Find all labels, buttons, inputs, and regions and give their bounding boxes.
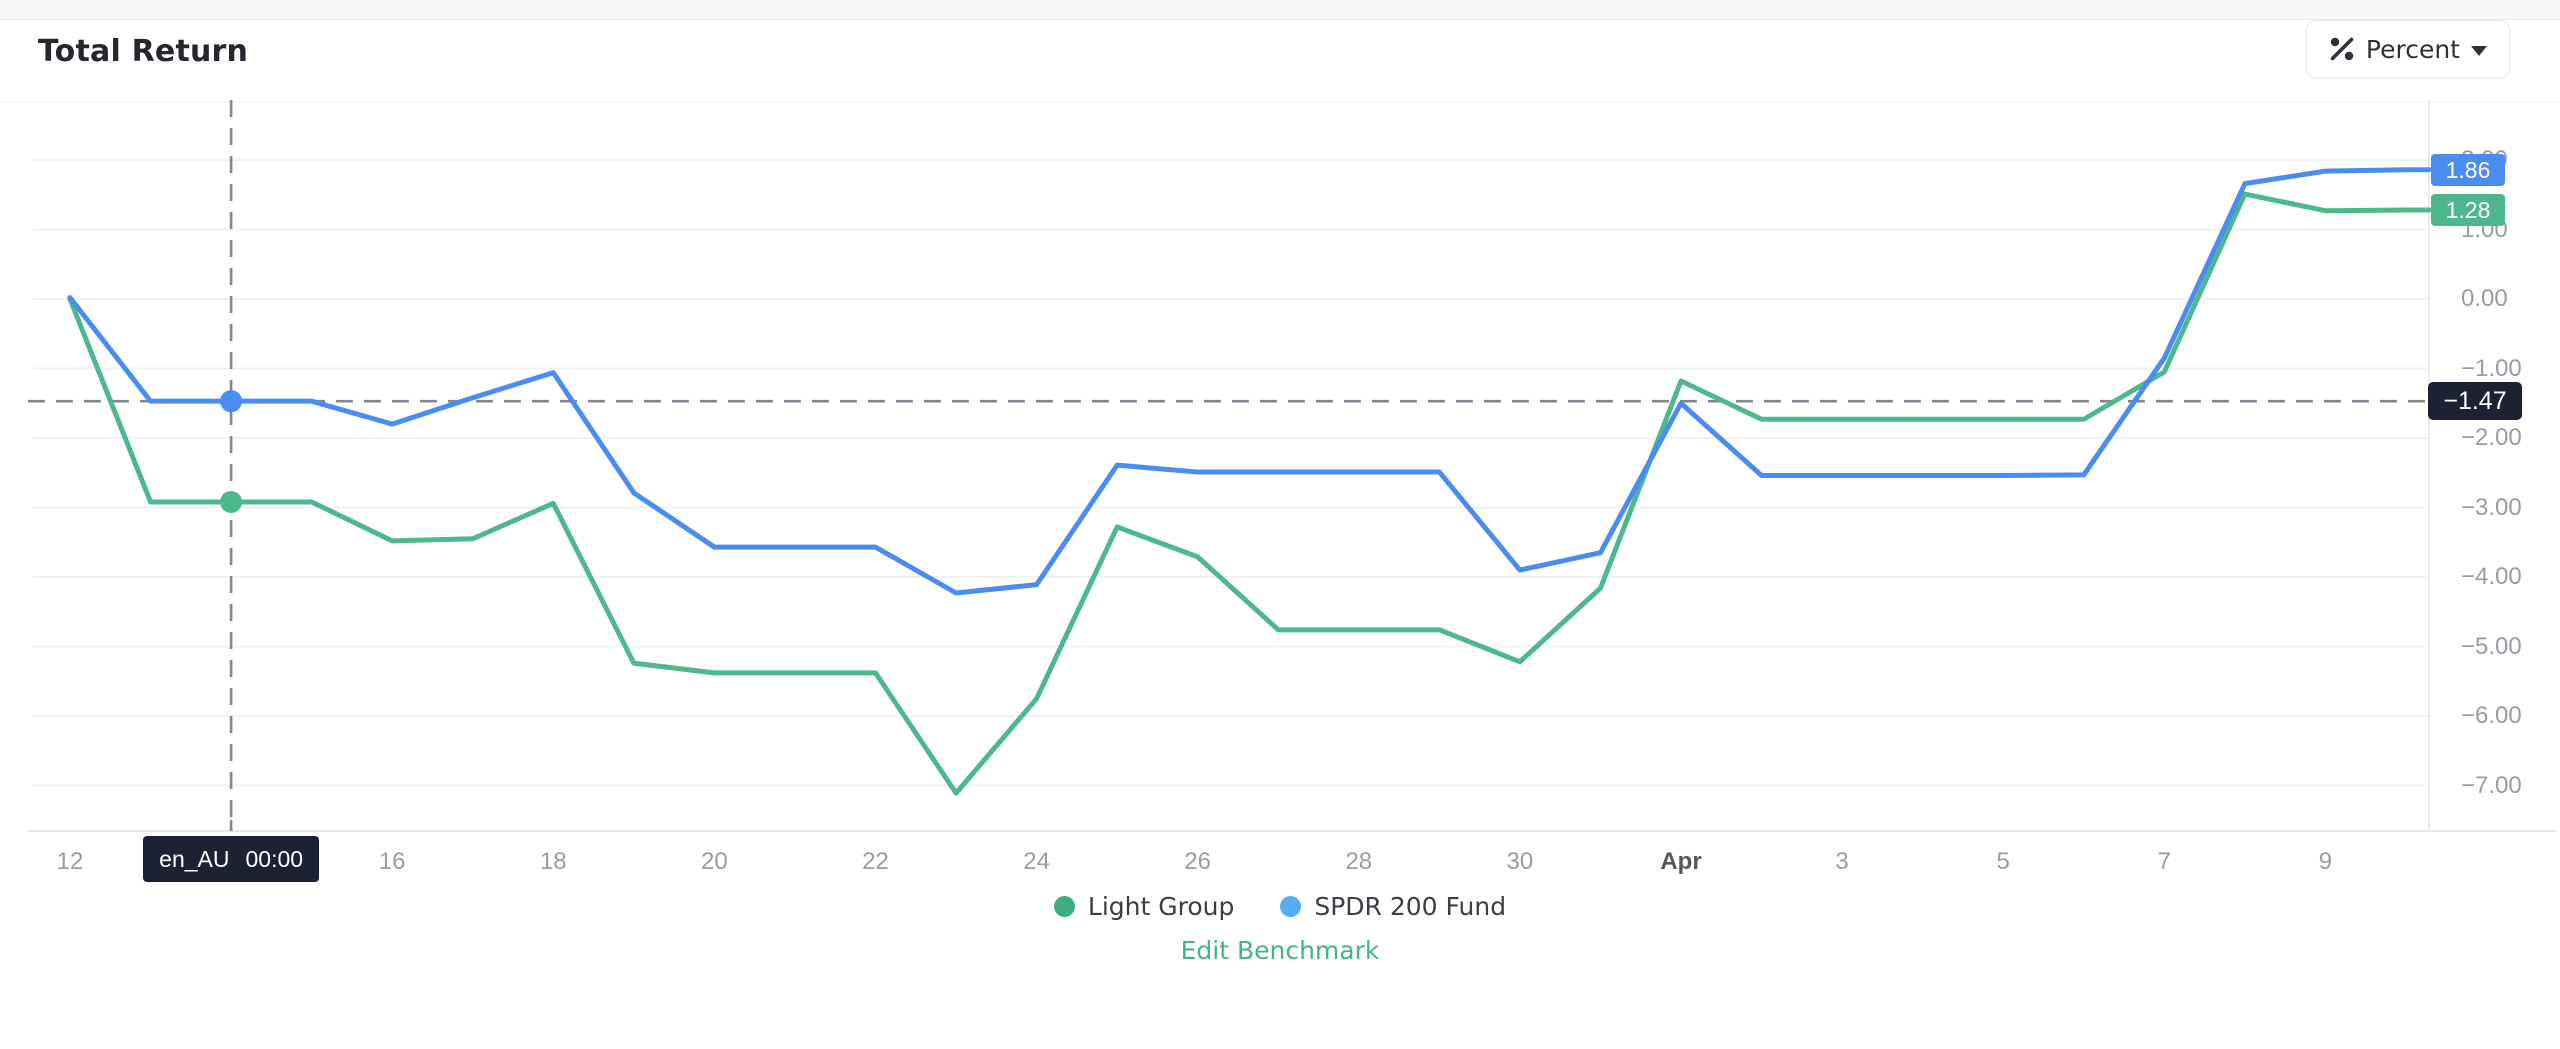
legend-label-light-group: Light Group	[1087, 892, 1235, 921]
chart-legend: Light Group SPDR 200 Fund	[0, 892, 2560, 921]
legend-dot-light-group	[1053, 896, 1075, 917]
percent-icon	[2330, 37, 2354, 61]
legend-dot-spdr-200-fund	[1280, 896, 1302, 917]
x-axis-label: 24	[1023, 848, 1050, 875]
series-line-light-group[interactable]	[67, 191, 2432, 796]
y-axis-label: −4.00	[2461, 563, 2522, 590]
legend-item-light-group[interactable]: Light Group	[1053, 892, 1235, 921]
x-axis-label: 7	[2157, 848, 2171, 875]
unit-dropdown-button[interactable]: Percent	[2305, 20, 2510, 78]
x-axis-label: 20	[701, 848, 728, 875]
chevron-down-icon	[2471, 45, 2487, 56]
legend-label-spdr-200-fund: SPDR 200 Fund	[1314, 892, 1507, 921]
edit-benchmark-link[interactable]: Edit Benchmark	[1180, 936, 1380, 965]
tooltip-time: 00:00	[245, 846, 304, 872]
y-axis-label: −6.00	[2461, 702, 2522, 729]
x-axis-label: Apr	[1660, 848, 1702, 875]
crosshair-value-badge: −1.47	[2428, 382, 2522, 421]
y-axis-label: −7.00	[2461, 771, 2522, 799]
y-axis-label: −1.00	[2461, 354, 2522, 382]
tooltip-locale: en_AU	[159, 846, 230, 872]
legend-item-spdr-200-fund[interactable]: SPDR 200 Fund	[1280, 892, 1506, 921]
x-axis-label: 5	[1996, 848, 2010, 875]
end-value-badge-light-group: 1.28	[2431, 194, 2505, 227]
page-title: Total Return	[38, 34, 249, 69]
end-value-badge-spdr: 1.86	[2431, 153, 2505, 186]
crosshair-dot-light-group	[220, 490, 243, 513]
x-axis-label: 26	[1184, 848, 1212, 875]
x-axis-label: 28	[1345, 848, 1373, 875]
y-axis-label: −5.00	[2461, 632, 2522, 660]
x-axis-label: 18	[539, 848, 567, 875]
y-axis-label: −2.00	[2461, 424, 2522, 451]
x-axis-label: 12	[56, 848, 84, 875]
x-axis-label: 30	[1506, 848, 1534, 875]
y-axis-label: 0.00	[2461, 285, 2508, 312]
x-axis-label: 22	[862, 848, 889, 875]
unit-dropdown-label: Percent	[2365, 34, 2460, 64]
crosshair-dot-spdr-200-fund	[220, 390, 243, 413]
series-line-spdr-200-fund[interactable]	[67, 167, 2432, 596]
edit-benchmark-row: Edit Benchmark	[0, 936, 2560, 965]
crosshair-date-tooltip: en_AU 00:00	[143, 836, 320, 882]
top-strip	[0, 0, 2560, 20]
header-bar: Total Return Percent	[0, 20, 2560, 103]
x-axis-label: 3	[1835, 848, 1849, 875]
y-axis-label: −3.00	[2461, 493, 2522, 521]
x-axis-label: 9	[2318, 848, 2333, 875]
x-axis-label: 16	[378, 848, 406, 875]
